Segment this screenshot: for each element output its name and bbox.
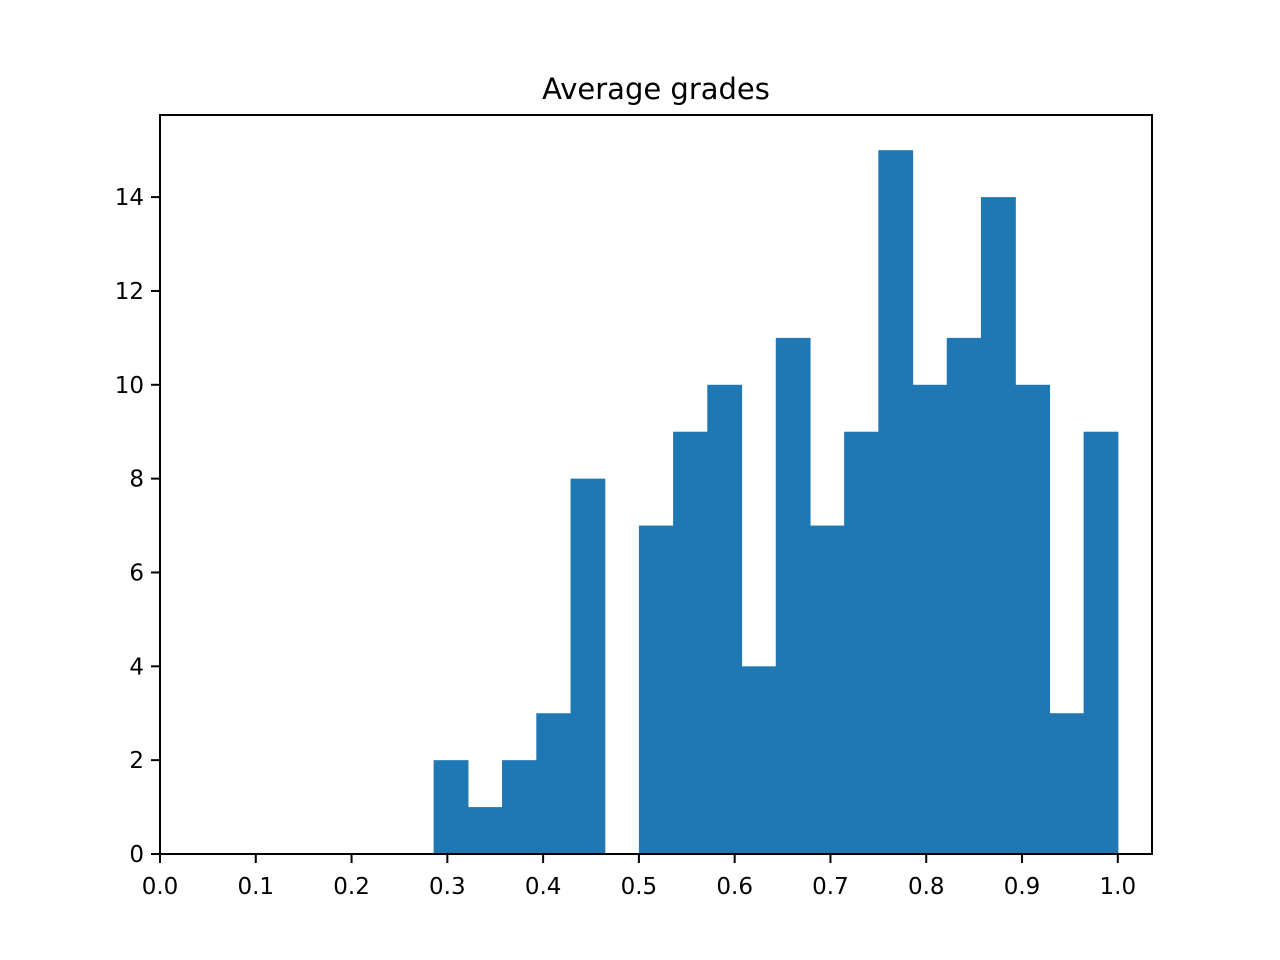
y-tick-label: 4 (129, 654, 144, 680)
bars-group (433, 150, 1119, 855)
x-tick-label: 0.2 (333, 874, 370, 900)
histogram-bar (878, 150, 914, 854)
y-tick-label: 0 (129, 842, 144, 868)
histogram-bar (1083, 431, 1119, 854)
histogram-bar (809, 525, 845, 854)
x-tick-label: 0.9 (1004, 874, 1041, 900)
x-tick-label: 0.7 (812, 874, 849, 900)
y-axis: 0 2 4 6 8 10 12 14 (115, 185, 160, 868)
histogram-bar (775, 337, 811, 854)
histogram-bar (467, 807, 503, 854)
histogram-bar (980, 197, 1016, 855)
y-tick-label: 12 (115, 279, 144, 305)
x-tick-label: 0.4 (525, 874, 562, 900)
histogram-bar (912, 384, 948, 854)
y-tick-label: 2 (129, 748, 144, 774)
x-tick-label: 0.6 (716, 874, 753, 900)
x-tick-label: 0.1 (237, 874, 274, 900)
histogram-bar (844, 431, 879, 854)
histogram-bar (673, 431, 708, 854)
histogram-bar (536, 713, 572, 854)
y-tick-label: 10 (115, 373, 144, 399)
histogram-bar (433, 760, 469, 854)
x-tick-label: 0.8 (908, 874, 945, 900)
histogram-bar (946, 337, 982, 854)
histogram-bar (741, 666, 777, 854)
x-tick-label: 0.0 (142, 874, 179, 900)
x-tick-label: 1.0 (1100, 874, 1137, 900)
x-tick-label: 0.5 (621, 874, 658, 900)
histogram-bar (1015, 384, 1051, 854)
histogram-bar (1049, 713, 1085, 854)
histogram-bar (638, 525, 674, 854)
y-tick-label: 6 (129, 560, 144, 586)
plot-frame (159, 114, 1153, 855)
chart-title: Average grades (542, 72, 770, 106)
histogram-bar (707, 384, 743, 854)
x-tick-label: 0.3 (429, 874, 466, 900)
x-axis: 0.0 0.1 0.2 0.3 0.4 0.5 0.6 0.7 0.8 0.9 1.0 (142, 854, 1136, 900)
histogram-bar (502, 760, 537, 854)
y-tick-label: 14 (115, 185, 144, 211)
y-tick-label: 8 (129, 467, 144, 493)
histogram-bar (570, 478, 606, 854)
